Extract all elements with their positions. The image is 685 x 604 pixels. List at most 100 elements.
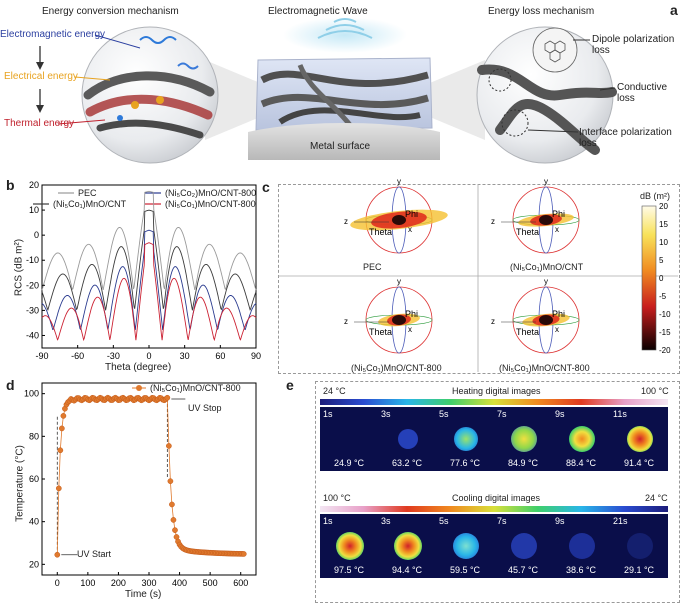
d-xtick-label: 200 [111,578,126,588]
data-point [78,397,85,404]
cool-frame-time: 7s [497,516,507,526]
b-ytick-label: -30 [26,305,39,315]
data-point [190,548,197,555]
data-point [68,396,74,402]
data-point [196,549,203,555]
data-point [176,541,183,548]
d-ytick-label: 100 [24,389,39,399]
data-point [85,396,91,403]
b-xtick-label: -60 [71,351,84,361]
heat-frame-temp: 77.6 °C [449,458,481,468]
data-point [81,395,88,401]
heat-frame: 1s 24.9 °C [320,407,378,471]
data-point [185,547,192,554]
heat-frame: 5s 77.6 °C [436,407,494,471]
data-point [88,396,94,402]
data-point [164,394,171,401]
heat-frame: 11s 91.4 °C [610,407,668,471]
em-wave-glow [283,17,407,53]
data-point [158,395,165,402]
data-point [150,395,157,401]
data-point [75,395,82,401]
data-point [86,397,93,404]
data-point [118,395,125,402]
b-ytick-label: -10 [26,255,39,265]
right-cone [425,60,485,140]
heat-frame-time: 1s [323,409,333,419]
d-legend: (Ni₅Co₁)MnO/CNT-800 [150,383,241,393]
d-ylabel: Temperature (°C) [14,445,26,522]
data-point [170,517,177,523]
data-point [54,551,61,558]
data-point [202,549,209,556]
cool-frame: 3s 94.4 °C [378,514,436,578]
data-point [208,549,215,556]
data-point [130,397,137,404]
data-point [207,549,213,556]
b-ytick-label: -20 [26,280,39,290]
data-point [62,405,68,412]
data-point [109,397,116,403]
heat-frame-time: 5s [439,409,449,419]
cool-frame: 9s 38.6 °C [552,514,610,578]
cool-frame-time: 3s [381,516,391,526]
legend-b-2: (Ni₅Co₂)MnO/CNT-800 [165,188,257,198]
series-line-2 [41,229,257,331]
data-point [217,550,224,557]
d-series-line [56,396,244,555]
label-thermal-energy: Thermal energy [4,118,75,129]
data-point [159,396,166,403]
data-point [138,397,145,404]
heat-title: Heating digital images [452,386,541,396]
data-point [83,395,90,401]
b-xtick-label: 90 [251,351,261,361]
data-point [181,546,188,552]
panel-c-frame [278,184,680,374]
heat-colorbar [320,399,668,405]
data-point [237,551,244,557]
data-point [115,397,122,403]
data-point [69,397,76,403]
heat-frame: 7s 84.9 °C [494,407,552,471]
data-point [201,549,207,556]
data-point [95,396,102,402]
data-point [143,395,149,401]
colorbar-title: dB (m²) [640,191,670,201]
c-caption-0: PEC [363,262,382,272]
panel-a-illustration [36,17,617,164]
data-point [188,548,195,555]
data-point [149,395,155,401]
cool-frame: 21s 29.1 °C [610,514,668,578]
data-point [231,550,238,557]
data-point [205,549,212,556]
data-point [103,395,110,402]
d-plot-frame [41,382,257,576]
data-point [124,396,131,403]
data-point [179,545,186,551]
b-ytick-label: 20 [29,180,39,190]
data-point [77,396,84,403]
heat-frame-temp: 91.4 °C [623,458,655,468]
data-point [80,396,87,403]
data-point [204,549,210,556]
data-point [156,394,163,401]
data-point [236,550,243,557]
cool-scale-left: 100 °C [323,493,351,503]
data-point [74,395,81,401]
data-point [106,395,113,402]
heat-frame-time: 9s [555,409,565,419]
data-point [107,397,114,403]
data-point [126,395,132,402]
label-dipole-loss: Dipole polarization loss [592,34,675,56]
panel-a-label: a [670,2,678,18]
data-point [110,395,117,402]
cool-frame-time: 9s [555,516,565,526]
c-caption-2: (Ni₅Co₁)MnO/CNT-800 [351,363,442,373]
legend-b-0: PEC [78,188,97,198]
data-point [55,485,62,492]
data-point [127,394,134,401]
data-point [117,397,123,403]
heat-frame-temp: 84.9 °C [507,458,539,468]
d-ytick-label: 40 [29,517,39,527]
data-point [166,443,172,449]
